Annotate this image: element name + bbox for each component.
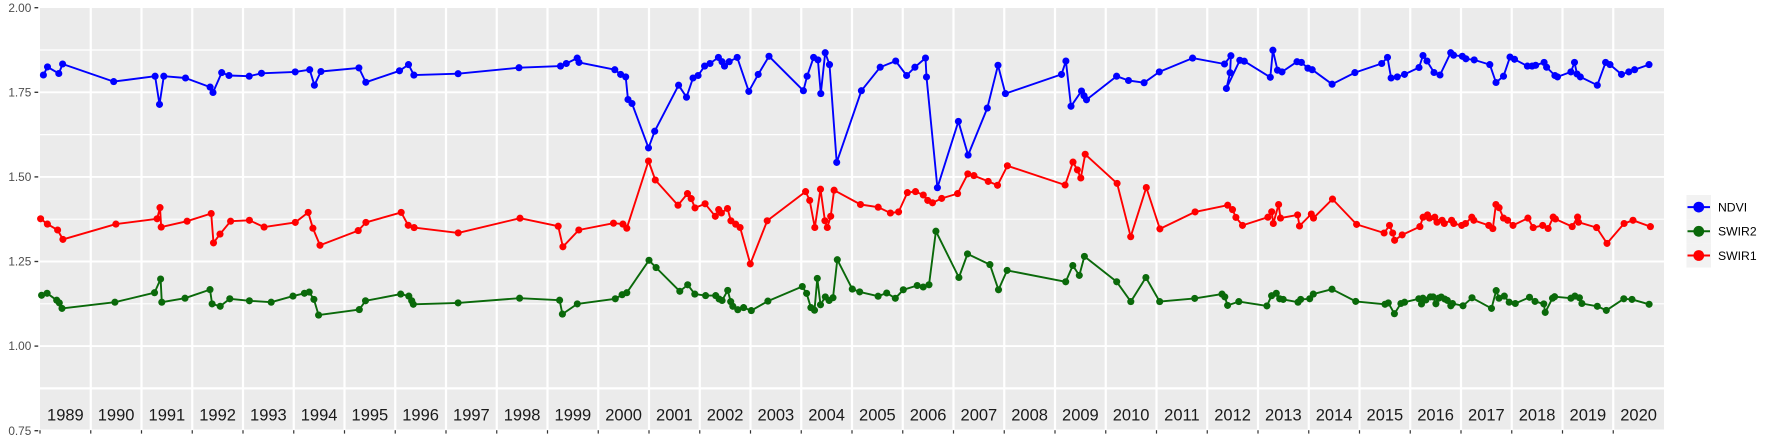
svg-text:1997: 1997	[453, 406, 490, 424]
svg-text:1993: 1993	[250, 406, 287, 424]
svg-text:0.75: 0.75	[8, 424, 31, 438]
svg-text:2018: 2018	[1519, 406, 1556, 424]
svg-text:2019: 2019	[1570, 406, 1607, 424]
svg-text:2007: 2007	[961, 406, 998, 424]
svg-text:SWIR1: SWIR1	[1718, 249, 1757, 263]
svg-text:1.75: 1.75	[8, 85, 31, 99]
svg-text:2013: 2013	[1265, 406, 1302, 424]
svg-text:1990: 1990	[98, 406, 135, 424]
svg-text:2008: 2008	[1011, 406, 1048, 424]
svg-text:2004: 2004	[808, 406, 845, 424]
svg-text:1994: 1994	[301, 406, 338, 424]
svg-text:2002: 2002	[707, 406, 744, 424]
svg-text:2005: 2005	[859, 406, 896, 424]
svg-text:2001: 2001	[656, 406, 693, 424]
svg-text:2000: 2000	[605, 406, 642, 424]
svg-text:2017: 2017	[1468, 406, 1505, 424]
svg-text:1995: 1995	[352, 406, 389, 424]
svg-text:2003: 2003	[758, 406, 795, 424]
svg-text:1999: 1999	[555, 406, 592, 424]
svg-text:1989: 1989	[47, 406, 84, 424]
svg-text:SWIR2: SWIR2	[1718, 225, 1757, 239]
svg-text:2016: 2016	[1417, 406, 1454, 424]
svg-text:1998: 1998	[504, 406, 541, 424]
svg-text:1.00: 1.00	[8, 339, 31, 353]
svg-text:2010: 2010	[1113, 406, 1150, 424]
svg-text:1.25: 1.25	[8, 255, 31, 269]
svg-text:2009: 2009	[1062, 406, 1099, 424]
svg-text:2.00: 2.00	[8, 1, 31, 15]
svg-text:1991: 1991	[149, 406, 186, 424]
svg-text:2011: 2011	[1164, 406, 1199, 424]
svg-text:1996: 1996	[402, 406, 439, 424]
svg-text:2015: 2015	[1367, 406, 1404, 424]
svg-text:2014: 2014	[1316, 406, 1353, 424]
svg-text:2006: 2006	[910, 406, 947, 424]
svg-text:1992: 1992	[199, 406, 236, 424]
svg-text:NDVI: NDVI	[1718, 201, 1747, 215]
svg-text:2012: 2012	[1214, 406, 1251, 424]
svg-text:2020: 2020	[1620, 406, 1657, 424]
svg-text:1.50: 1.50	[8, 170, 31, 184]
